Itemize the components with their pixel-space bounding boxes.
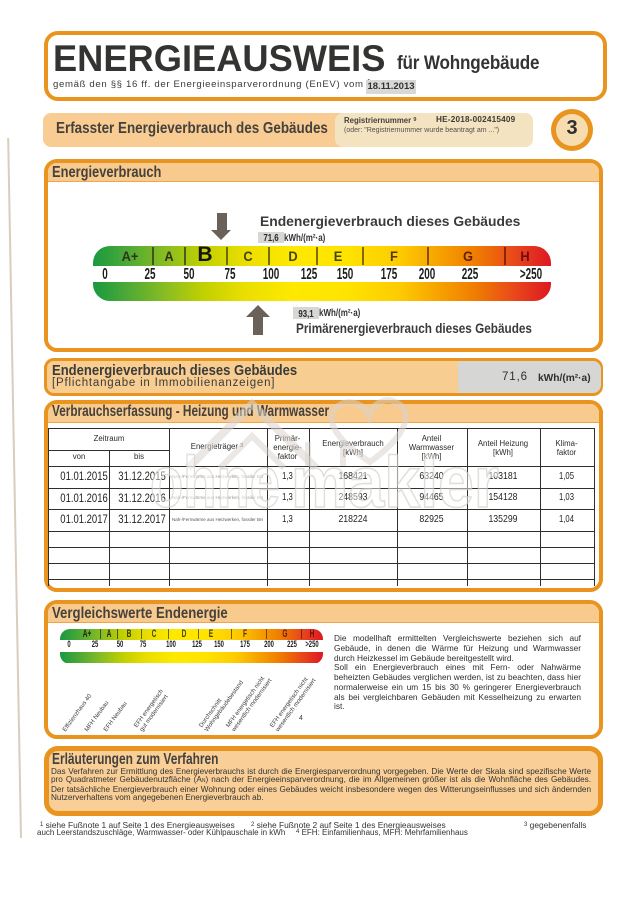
svg-text:makler: makler xyxy=(291,443,499,523)
svg-text:ohne: ohne xyxy=(150,443,280,523)
